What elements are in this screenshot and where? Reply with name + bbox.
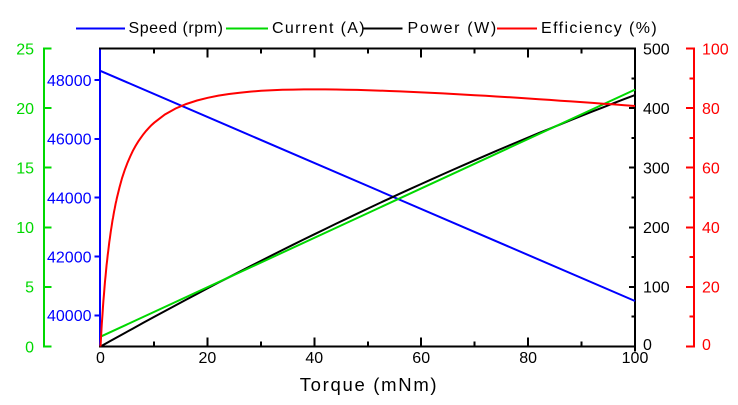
svg-text:15: 15 <box>16 161 34 178</box>
svg-text:40: 40 <box>305 350 323 367</box>
svg-text:100: 100 <box>622 350 649 367</box>
svg-text:500: 500 <box>643 41 670 58</box>
svg-text:Power (W): Power (W) <box>408 20 498 37</box>
svg-text:42000: 42000 <box>47 249 92 266</box>
svg-text:44000: 44000 <box>47 191 92 208</box>
svg-text:100: 100 <box>643 280 670 297</box>
svg-text:0: 0 <box>643 337 652 354</box>
svg-text:0: 0 <box>25 339 34 356</box>
svg-text:200: 200 <box>643 220 670 237</box>
svg-text:48000: 48000 <box>47 73 92 90</box>
svg-text:40: 40 <box>702 220 720 237</box>
svg-text:0: 0 <box>96 350 105 367</box>
svg-text:20: 20 <box>199 350 217 367</box>
svg-text:Speed (rpm): Speed (rpm) <box>129 20 224 37</box>
svg-text:300: 300 <box>643 161 670 178</box>
svg-text:Current (A): Current (A) <box>272 20 366 37</box>
svg-text:46000: 46000 <box>47 132 92 149</box>
svg-text:5: 5 <box>25 280 34 297</box>
svg-text:400: 400 <box>643 101 670 118</box>
svg-text:80: 80 <box>702 101 720 118</box>
svg-text:100: 100 <box>702 41 729 58</box>
svg-text:80: 80 <box>519 350 537 367</box>
svg-text:25: 25 <box>16 41 34 58</box>
svg-text:Torque (mNm): Torque (mNm) <box>300 374 439 395</box>
svg-text:10: 10 <box>16 220 34 237</box>
svg-text:60: 60 <box>412 350 430 367</box>
svg-text:0: 0 <box>702 337 711 354</box>
svg-text:20: 20 <box>702 280 720 297</box>
svg-text:40000: 40000 <box>47 308 92 325</box>
svg-text:20: 20 <box>16 101 34 118</box>
svg-text:60: 60 <box>702 161 720 178</box>
svg-text:Efficiency (%): Efficiency (%) <box>541 20 658 37</box>
